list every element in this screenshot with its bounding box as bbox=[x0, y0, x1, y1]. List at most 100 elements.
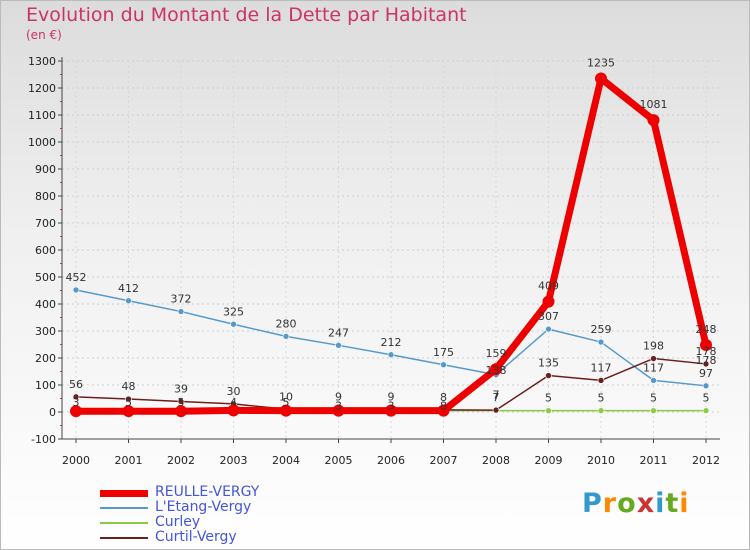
chart-legend: REULLE-VERGY L'Etang-Vergy Curley Curtil… bbox=[100, 484, 400, 545]
data-label: 307 bbox=[538, 310, 559, 323]
x-tick-label: 2004 bbox=[272, 454, 300, 467]
x-tick-label: 2002 bbox=[167, 454, 195, 467]
data-point bbox=[440, 361, 447, 369]
data-label: 175 bbox=[433, 346, 454, 359]
legend-swatch-curtil-vergy bbox=[100, 537, 148, 539]
y-tick-label: 800 bbox=[35, 190, 56, 203]
x-tick-label: 2005 bbox=[325, 454, 353, 467]
x-tick-label: 2001 bbox=[115, 454, 143, 467]
x-tick-label: 2000 bbox=[62, 454, 90, 467]
logo-letter: P bbox=[582, 488, 603, 519]
data-point bbox=[437, 404, 450, 417]
data-point bbox=[545, 407, 552, 414]
data-point bbox=[545, 325, 552, 333]
data-label: 5 bbox=[283, 396, 290, 409]
data-label: 4 bbox=[230, 396, 237, 409]
legend-swatch-reulle-vergy bbox=[100, 490, 148, 497]
data-label: 7 bbox=[493, 389, 500, 402]
data-point bbox=[597, 338, 605, 346]
x-tick-label: 2010 bbox=[587, 454, 615, 467]
data-point bbox=[230, 320, 237, 328]
chart-subtitle: (en €) bbox=[26, 28, 62, 42]
y-tick-label: 500 bbox=[35, 271, 56, 284]
data-point bbox=[72, 286, 80, 294]
legend-swatch-curley bbox=[100, 522, 148, 524]
data-point bbox=[282, 333, 290, 340]
data-label: 30 bbox=[227, 385, 241, 398]
data-label: 56 bbox=[69, 378, 83, 391]
data-label: 409 bbox=[538, 280, 559, 293]
x-tick-label: 2012 bbox=[692, 454, 720, 467]
data-point bbox=[647, 114, 660, 127]
y-tick-label: 600 bbox=[35, 244, 56, 257]
data-point bbox=[597, 377, 605, 384]
y-tick-label: 700 bbox=[35, 217, 56, 230]
data-label: 117 bbox=[591, 361, 612, 374]
data-label: 212 bbox=[381, 336, 402, 349]
data-label: 452 bbox=[66, 271, 87, 284]
legend-item-curley: Curley bbox=[100, 514, 400, 530]
legend-item-reulle-vergy: REULLE-VERGY bbox=[100, 484, 400, 500]
y-tick-label: -100 bbox=[31, 433, 56, 446]
data-label: 3 bbox=[335, 399, 342, 412]
data-label: 8 bbox=[440, 391, 447, 404]
data-label: 248 bbox=[696, 323, 717, 336]
legend-label-reulle-vergy: REULLE-VERGY bbox=[155, 484, 260, 500]
data-label: 5 bbox=[125, 396, 132, 409]
logo-letter: o bbox=[617, 488, 637, 519]
data-point bbox=[72, 393, 80, 401]
data-label: 198 bbox=[643, 340, 664, 353]
data-point bbox=[385, 404, 397, 417]
data-label: 372 bbox=[171, 293, 192, 306]
data-label: 5 bbox=[178, 396, 185, 409]
y-tick-label: 100 bbox=[35, 379, 56, 392]
data-label: 247 bbox=[328, 326, 349, 339]
data-point bbox=[332, 404, 345, 417]
data-label: 5 bbox=[598, 392, 605, 405]
data-point bbox=[702, 382, 710, 390]
data-label: 10 bbox=[279, 390, 293, 403]
data-label: 259 bbox=[591, 323, 612, 336]
data-point bbox=[650, 407, 657, 414]
data-label: 325 bbox=[223, 305, 244, 318]
data-label: 1235 bbox=[587, 57, 615, 70]
y-tick-label: 900 bbox=[35, 163, 56, 176]
y-tick-label: 1200 bbox=[28, 82, 56, 95]
data-label: 1081 bbox=[640, 98, 668, 111]
logo-letter: i bbox=[655, 488, 666, 519]
data-label: 5 bbox=[650, 392, 657, 405]
data-label: 280 bbox=[276, 317, 297, 330]
data-label: 178 bbox=[696, 345, 717, 358]
logo-letter: x bbox=[636, 488, 656, 519]
data-point bbox=[125, 297, 132, 305]
data-point bbox=[387, 351, 395, 359]
data-point bbox=[702, 407, 710, 414]
data-point bbox=[702, 360, 710, 368]
chart-title: Evolution du Montant de la Dette par Hab… bbox=[26, 4, 467, 26]
data-point bbox=[177, 398, 185, 405]
data-label: 412 bbox=[118, 282, 139, 295]
data-label: 5 bbox=[703, 392, 710, 405]
y-tick-label: 1000 bbox=[28, 136, 56, 149]
data-label: 117 bbox=[643, 361, 664, 374]
legend-item-curtil-vergy: Curtil-Vergy bbox=[100, 529, 400, 545]
x-tick-label: 2011 bbox=[640, 454, 668, 467]
y-tick-label: 0 bbox=[49, 406, 56, 419]
data-point bbox=[70, 405, 82, 418]
legend-label-curtil-vergy: Curtil-Vergy bbox=[155, 529, 237, 545]
data-label: 159 bbox=[486, 347, 507, 360]
x-tick-label: 2003 bbox=[220, 454, 248, 467]
data-point bbox=[490, 363, 502, 376]
proxiti-logo: Proxiti bbox=[582, 488, 690, 519]
data-label: 9 bbox=[388, 391, 395, 404]
data-point bbox=[545, 372, 552, 379]
y-tick-label: 400 bbox=[35, 298, 56, 311]
data-label: 8 bbox=[440, 399, 447, 412]
data-label: 5 bbox=[545, 392, 552, 405]
logo-letter: t bbox=[665, 488, 680, 519]
x-tick-label: 2009 bbox=[535, 454, 563, 467]
data-point bbox=[175, 405, 187, 418]
y-tick-label: 300 bbox=[35, 325, 56, 338]
